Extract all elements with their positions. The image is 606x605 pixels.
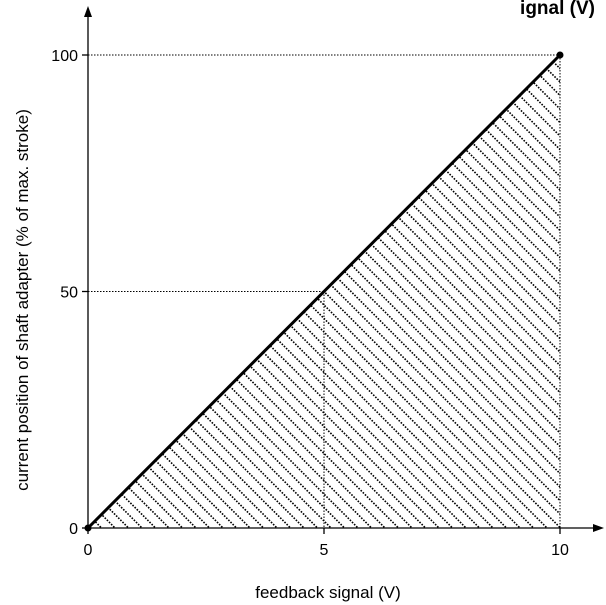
hatch-line [88,55,238,528]
hatch-line [88,55,560,528]
hatch-line [121,55,560,528]
hatch-line [202,55,560,528]
chart-title: ignal (V) [520,0,595,19]
hatch-line [88,55,359,528]
hatch-line [162,55,560,528]
hatch-line [486,55,560,528]
hatch-line [88,55,305,528]
y-tick-label-0: 0 [69,521,78,538]
hatch-line [88,55,278,528]
hatch-line [88,55,560,528]
hatch-line [553,55,560,528]
hatch-line [88,55,467,528]
hatch-line [88,55,224,528]
hatch-line [88,55,319,528]
hatch-line [256,55,560,528]
hatch-line [148,55,560,528]
x-axis-label: feedback signal (V) [255,583,401,602]
hatch-line [88,55,535,528]
hatch-line [88,55,560,528]
hatch-line [135,55,560,528]
hatch-line [229,55,560,528]
hatch-line [108,55,560,528]
hatch-line [88,55,560,528]
hatch-line [582,0,606,528]
hatch-line [88,55,560,528]
series-line [86,53,562,530]
origin-point [84,524,92,532]
hatch-line [88,55,560,528]
hatch-line [88,55,386,528]
hatch-line [88,55,481,528]
hatch-line [540,55,560,528]
hatch-line [88,55,454,528]
end-point [556,51,564,59]
hatch-line [175,55,560,528]
hatch-line [216,55,560,528]
hatched-region [88,0,606,528]
x-axis-arrow-icon [593,524,604,532]
x-tick-label-0: 0 [84,542,93,559]
hatch-line [88,55,548,528]
y-axis-label: current position of shaft adapter (% of … [13,109,32,491]
hatch-line [88,55,346,528]
hatch-line [243,55,560,528]
y-tick-label-50: 50 [60,285,78,302]
hatch-line [270,55,560,528]
hatch-line [568,0,606,528]
hatch-line [88,55,521,528]
hatch-line [595,0,606,528]
hatch-line [88,55,373,528]
y-tick-label-100: 100 [51,48,78,65]
hatch-line [88,55,251,528]
hatch-line [459,55,560,528]
hatch-line [189,55,560,528]
hatch-line [88,55,292,528]
hatch-line [88,55,560,528]
y-axis-arrow-icon [84,6,92,17]
hatch-line [94,55,560,528]
hatch-line [88,55,427,528]
hatch-line [88,55,494,528]
hatch-line [405,55,560,528]
x-tick-label-5: 5 [320,542,329,559]
x-tick-label-10: 10 [551,542,569,559]
hatch-line [88,55,400,528]
hatch-line [324,55,560,528]
